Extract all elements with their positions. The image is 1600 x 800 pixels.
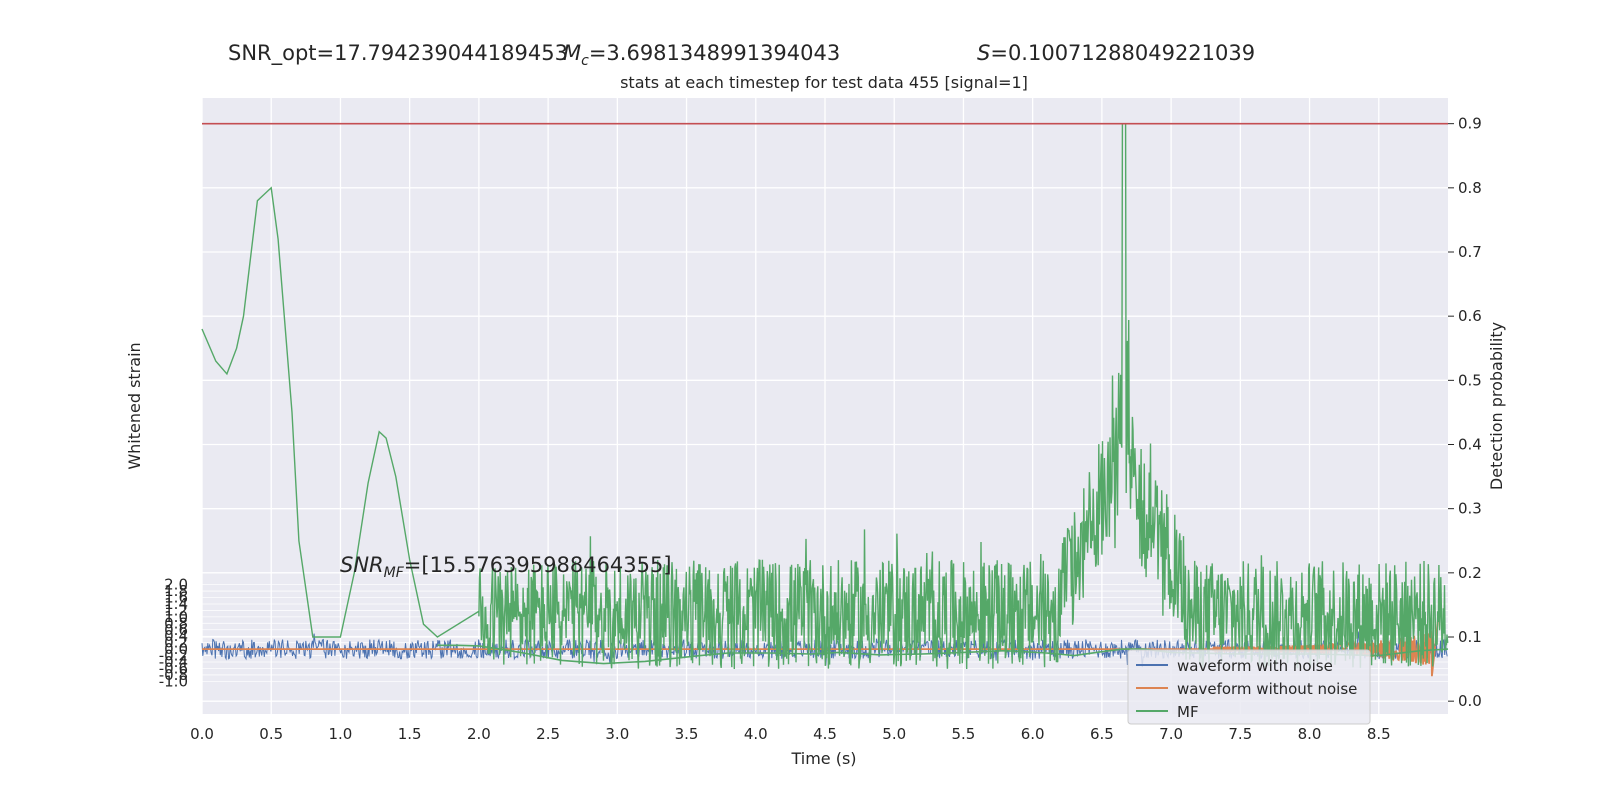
x-tick-label: 8.0 [1298, 725, 1322, 743]
left-tick-label: -0.4 [159, 653, 188, 671]
x-tick-label: 1.5 [398, 725, 422, 743]
legend-box [1127, 649, 1371, 725]
x-tick-label: 2.0 [467, 725, 491, 743]
snr-opt-label: SNR_opt=17.794239044189453 [228, 41, 568, 66]
x-tick-label: 6.5 [1090, 725, 1114, 743]
mc-value: =3.6981348991394043 [589, 41, 840, 65]
left-tick-label: 0.2 [164, 634, 188, 652]
x-tick-label: 0.0 [190, 725, 214, 743]
right-axis-label: Detection probability [1487, 322, 1506, 490]
axes: 0.0 0.5 1.0 1.5 2.0 2.5 3.0 3.5 4.0 4.5 5.0 5.5 6.0 6… [159, 115, 1482, 743]
x-tick-label: 5.5 [952, 725, 976, 743]
snr-mf-value: =[15.576395988464355] [404, 553, 672, 577]
x-tick-label: 5.0 [882, 725, 906, 743]
right-tick-label: 0.6 [1458, 307, 1482, 325]
x-tick-label: 0.5 [259, 725, 283, 743]
left-tick-label: 0.8 [164, 614, 188, 632]
x-tick-label: 3.0 [605, 725, 629, 743]
left-tick-label: 1.0 [164, 608, 188, 626]
x-tick-label: 8.5 [1367, 725, 1391, 743]
left-tick-label: -1.0 [159, 672, 188, 690]
series-layer [201, 122, 1449, 677]
mc-symbol: M [563, 41, 581, 65]
left-tick-label: 0.0 [164, 640, 188, 658]
x-tick-label: 7.0 [1159, 725, 1183, 743]
right-tick-label: 0.3 [1458, 500, 1482, 518]
left-tick-label: 2.0 [164, 576, 188, 594]
x-tick-label: 1.0 [329, 725, 353, 743]
right-tick-label: 0.4 [1458, 436, 1482, 454]
legend-label-mf: MF [1177, 703, 1199, 721]
legend-label-noise: waveform with noise [1177, 657, 1333, 675]
x-axis-label: Time (s) [790, 749, 856, 768]
left-tick-label: 1.6 [164, 589, 188, 607]
right-tick-label: 0.5 [1458, 371, 1482, 389]
detection-probability-line [201, 122, 1449, 670]
x-tick-label: 3.5 [675, 725, 699, 743]
legend-label-clean: waveform without noise [1177, 680, 1357, 698]
left-tick-label: 1.8 [164, 582, 188, 600]
s-label: S=0.10071288049221039 [977, 41, 1255, 65]
right-tick-label: 0.0 [1458, 692, 1482, 710]
left-axis-label: Whitened strain [125, 342, 144, 469]
left-tick-label: 1.4 [164, 595, 188, 613]
left-tick-label: 1.2 [164, 601, 188, 619]
chirp-mass-label: Mc=3.6981348991394043 [563, 41, 840, 69]
left-tick-label: 0.6 [164, 621, 188, 639]
right-tick-label: 0.9 [1458, 115, 1482, 133]
right-tick-label: 0.1 [1458, 628, 1482, 646]
left-tick-label: -0.8 [159, 666, 188, 684]
legend: waveform with noise waveform without noi… [1127, 649, 1371, 725]
mc-subscript: c [581, 53, 589, 69]
x-tick-label: 4.0 [744, 725, 768, 743]
x-tick-label: 4.5 [813, 725, 837, 743]
x-tick-label: 7.5 [1228, 725, 1252, 743]
right-tick-label: 0.7 [1458, 243, 1482, 261]
x-tick-label: 2.5 [536, 725, 560, 743]
right-tick-label: 0.8 [1458, 179, 1482, 197]
snr-mf-subscript: MF [384, 565, 405, 581]
chart-title: stats at each timestep for test data 455… [620, 73, 1028, 92]
snr-mf-symbol: SNR [340, 553, 384, 577]
left-tick-label: 0.4 [164, 627, 188, 645]
left-tick-label: -0.6 [159, 659, 188, 677]
snr-mf-label: SNRMF=[15.576395988464355] [340, 553, 672, 581]
s-value: =0.10071288049221039 [990, 41, 1255, 65]
s-symbol: S [977, 41, 990, 65]
x-tick-label: 6.0 [1021, 725, 1045, 743]
right-tick-label: 0.2 [1458, 564, 1482, 582]
left-tick-label: -0.2 [159, 647, 188, 665]
